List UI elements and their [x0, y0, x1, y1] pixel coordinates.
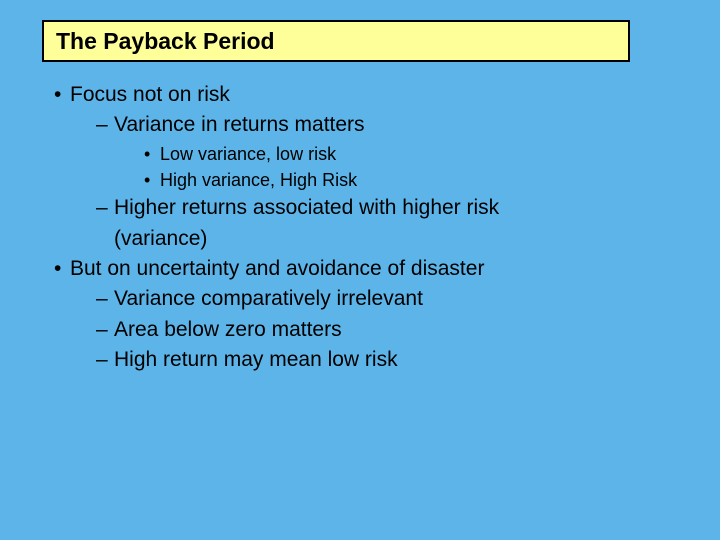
bullet-level2: Variance in returns matters	[42, 110, 682, 140]
bullet-level2: High return may mean low risk	[42, 345, 682, 375]
bullet-text: Variance in returns matters	[114, 113, 365, 136]
bullet-level2: Area below zero matters	[42, 315, 682, 345]
bullet-text: Focus not on risk	[70, 83, 230, 106]
bullet-text: (variance)	[114, 227, 207, 250]
bullet-text: Low variance, low risk	[160, 144, 336, 164]
bullet-level2: Variance comparatively irrelevant	[42, 284, 682, 314]
bullet-text: But on uncertainty and avoidance of disa…	[70, 257, 484, 280]
bullet-level2-continuation: (variance)	[42, 224, 682, 254]
bullet-level1: But on uncertainty and avoidance of disa…	[42, 254, 682, 284]
slide-body: Focus not on risk Variance in returns ma…	[42, 80, 682, 376]
bullet-text: Variance comparatively irrelevant	[114, 287, 423, 310]
title-box: The Payback Period	[42, 20, 630, 62]
bullet-text: High variance, High Risk	[160, 170, 357, 190]
bullet-level3: High variance, High Risk	[42, 167, 682, 193]
slide-title: The Payback Period	[56, 28, 275, 55]
bullet-text: High return may mean low risk	[114, 348, 398, 371]
bullet-level1: Focus not on risk	[42, 80, 682, 110]
bullet-level3: Low variance, low risk	[42, 141, 682, 167]
bullet-text: Higher returns associated with higher ri…	[114, 196, 499, 219]
bullet-level2: Higher returns associated with higher ri…	[42, 193, 682, 223]
bullet-text: Area below zero matters	[114, 318, 342, 341]
